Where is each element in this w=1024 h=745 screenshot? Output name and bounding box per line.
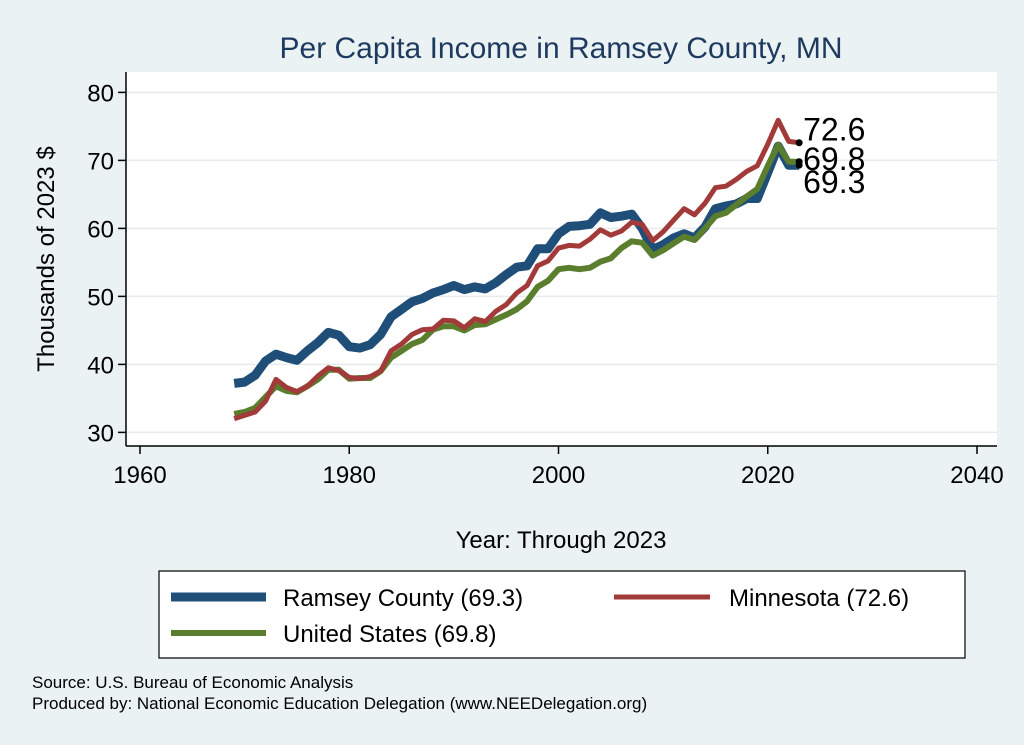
y-tick-label: 50 bbox=[87, 284, 114, 311]
source-note: Source: U.S. Bureau of Economic Analysis bbox=[32, 673, 353, 692]
end-marker-united-states bbox=[795, 158, 803, 166]
y-axis-title: Thousands of 2023 $ bbox=[33, 146, 60, 372]
y-tick-label: 70 bbox=[87, 148, 114, 175]
x-axis-title: Year: Through 2023 bbox=[456, 527, 667, 554]
x-tick-label: 2020 bbox=[741, 462, 794, 489]
end-label-united-states: 69.8 bbox=[803, 141, 865, 177]
produced-by-note: Produced by: National Economic Education… bbox=[32, 694, 647, 713]
x-tick-label: 2040 bbox=[950, 462, 1003, 489]
y-tick-label: 60 bbox=[87, 216, 114, 243]
y-ticks: 30 40 50 60 70 80 bbox=[87, 80, 126, 447]
x-ticks: 1960 1980 2000 2020 2040 bbox=[113, 446, 1004, 489]
x-tick-label: 1980 bbox=[323, 462, 376, 489]
x-tick-label: 2000 bbox=[532, 462, 585, 489]
end-marker-minnesota bbox=[795, 139, 803, 147]
y-tick-label: 80 bbox=[87, 80, 114, 107]
legend-box bbox=[158, 570, 966, 659]
plot-area bbox=[126, 72, 997, 446]
series-lines bbox=[233, 117, 800, 422]
end-label-ramsey: 69.3 bbox=[803, 164, 865, 200]
x-tick-label: 1960 bbox=[113, 462, 166, 489]
series-line-minnesota bbox=[233, 117, 800, 422]
legend-label-ramsey: Ramsey County (69.3) bbox=[283, 585, 523, 612]
legend-label-minnesota: Minnesota (72.6) bbox=[729, 585, 909, 612]
y-tick-label: 40 bbox=[87, 352, 114, 379]
gridlines bbox=[126, 91, 997, 434]
end-label-minnesota: 72.6 bbox=[803, 112, 865, 148]
end-markers: 69.3 72.669.8 bbox=[795, 112, 865, 200]
chart-title: Per Capita Income in Ramsey County, MN bbox=[280, 32, 843, 65]
legend-label-united-states: United States (69.8) bbox=[283, 621, 496, 648]
y-tick-label: 30 bbox=[87, 420, 114, 447]
